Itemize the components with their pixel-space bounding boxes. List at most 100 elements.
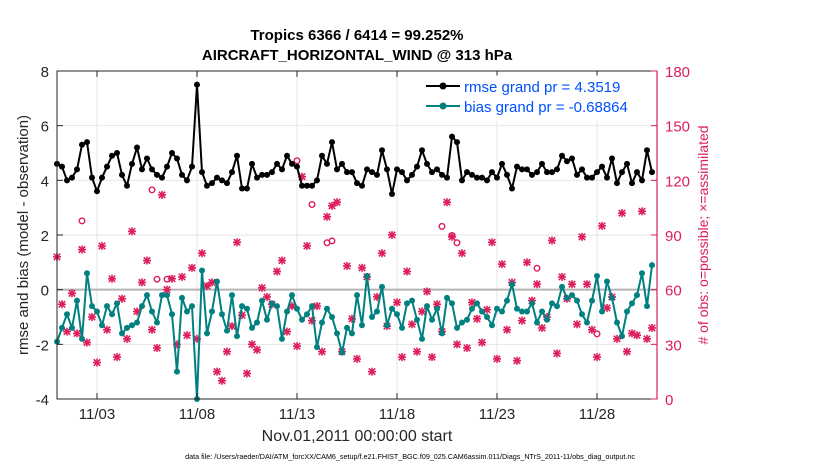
obs-assimilated-marker [203,282,211,291]
rmse-point [504,171,510,178]
bias-point [354,292,360,299]
rmse-point [479,174,485,181]
rmse-point [449,133,455,140]
obs-assimilated-marker [178,272,186,281]
rmse-point [649,169,655,176]
x-tick-label: 11/28 [579,406,615,423]
obs-assimilated-marker [183,331,191,340]
y-tick-label: 0 [41,283,49,300]
bias-point [204,330,210,337]
rmse-point [239,185,245,192]
obs-assimilated-marker [188,263,196,272]
rmse-point [94,188,100,195]
rmse-point [134,144,140,151]
y2-tick-label: 90 [665,228,682,245]
bias-point [214,278,220,285]
bias-point [504,297,510,304]
rmse-point [234,152,240,159]
rmse-point [474,174,480,181]
x-tick-label: 11/23 [479,406,515,423]
bias-point [384,322,390,329]
rmse-point [394,166,400,173]
obs-assimilated-marker [78,245,86,254]
bias-point [584,319,590,326]
bias-point [259,297,265,304]
y2-tick-label: 0 [665,392,673,409]
rmse-point [364,166,370,173]
obs-possible-marker [593,330,601,338]
bias-point [514,305,520,312]
obs-assimilated-marker [403,267,411,276]
obs-assimilated-marker [218,376,226,385]
rmse-point [534,169,540,176]
rmse-point [84,139,90,146]
rmse-point [259,171,265,178]
obs-possible-marker [438,222,446,230]
rmse-point [194,81,200,88]
bias-point [529,300,535,307]
obs-assimilated-marker [553,349,561,358]
rmse-point [144,155,150,162]
bias-point [394,311,400,318]
obs-assimilated-marker [393,298,401,307]
rmse-point [559,152,565,159]
bias-point [174,368,180,375]
obs-assimilated-marker [593,353,601,362]
rmse-point [544,169,550,176]
bias-point [149,308,155,315]
bias-point [484,314,490,320]
bias-point [199,267,205,274]
obs-assimilated-marker [113,353,121,362]
bias-point [554,303,560,310]
obs-assimilated-marker [583,280,591,289]
rmse-point [264,171,270,178]
bias-point [599,308,605,315]
rmse-point [114,150,120,156]
rmse-point [139,166,145,173]
obs-assimilated-marker [123,334,131,343]
obs-assimilated-marker [98,241,106,250]
bias-point [274,303,280,310]
obs-assimilated-marker [513,356,521,365]
obs-assimilated-marker [323,212,331,221]
obs-assimilated-marker [313,302,321,311]
bias-point [494,305,500,312]
bias-point [314,344,320,351]
rmse-point [389,191,395,197]
rmse-point [304,182,310,189]
bias-point [59,324,65,331]
obs-assimilated-marker [253,345,261,354]
rmse-point [274,160,280,167]
bias-point [389,305,395,312]
y-tick-label: 4 [41,173,49,190]
bias-point [629,300,635,307]
obs-assimilated-marker [143,256,151,265]
bias-point [624,308,630,315]
bias-point [534,319,540,326]
bias-point [524,308,530,315]
obs-assimilated-marker [263,292,271,301]
bias-point [464,316,470,323]
bias-point [324,305,330,312]
bias-point [369,314,375,320]
rmse-point [334,166,340,173]
bias-point [209,308,215,315]
bias-point [79,335,85,342]
rmse-point [584,174,590,181]
obs-assimilated-marker [343,261,351,270]
bias-point [179,294,185,301]
bias-point [549,300,555,307]
bias-point [449,300,455,307]
rmse-point [169,150,175,156]
bias-point [614,319,620,326]
bias-point [89,303,95,310]
bias-point [589,297,595,304]
obs-assimilated-marker [108,274,116,283]
bias-point [419,335,425,342]
bias-point [224,327,230,334]
rmse-point [109,152,115,159]
y2-axis-label: # of obs: o=possible; ×=assimilated [695,125,711,344]
obs-assimilated-marker [473,314,481,323]
rmse-point [369,169,375,176]
bias-point [474,300,480,307]
